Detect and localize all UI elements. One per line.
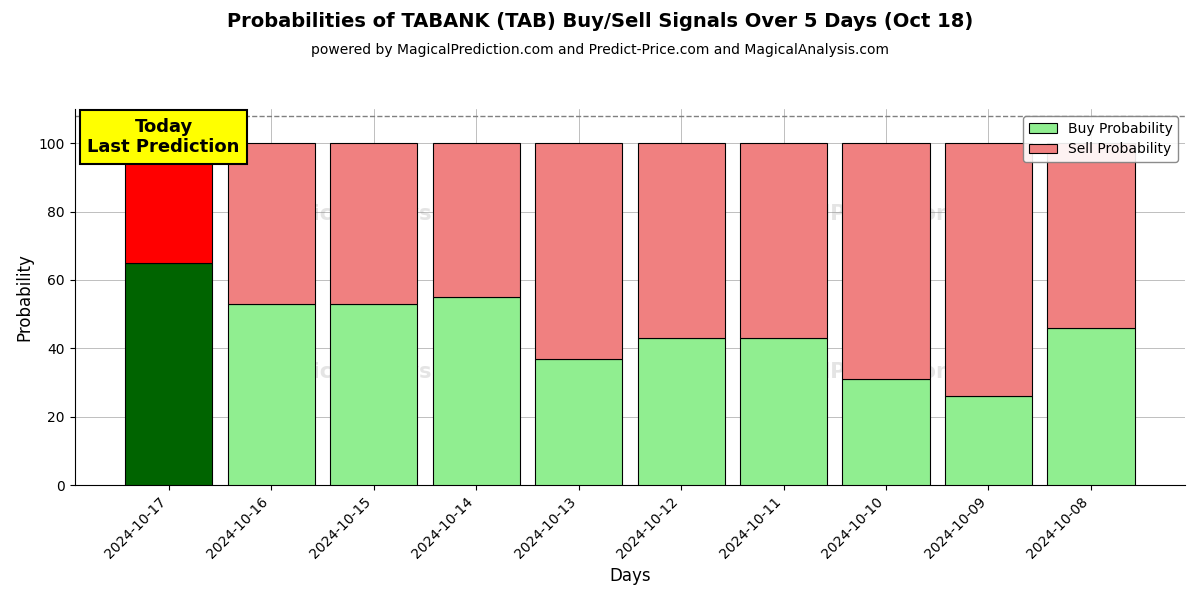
Bar <box>1048 328 1134 485</box>
Text: Probabilities of TABANK (TAB) Buy/Sell Signals Over 5 Days (Oct 18): Probabilities of TABANK (TAB) Buy/Sell S… <box>227 12 973 31</box>
Bar <box>842 379 930 485</box>
Bar <box>432 143 520 297</box>
Bar <box>637 338 725 485</box>
Bar <box>228 143 314 304</box>
Bar <box>637 143 725 338</box>
Bar <box>535 143 622 359</box>
Bar <box>944 396 1032 485</box>
Bar <box>330 304 418 485</box>
Text: Today
Last Prediction: Today Last Prediction <box>88 118 240 157</box>
Text: powered by MagicalPrediction.com and Predict-Price.com and MagicalAnalysis.com: powered by MagicalPrediction.com and Pre… <box>311 43 889 57</box>
Bar <box>535 359 622 485</box>
Bar <box>125 263 212 485</box>
Bar <box>740 143 827 338</box>
Bar <box>432 297 520 485</box>
Bar <box>330 143 418 304</box>
Legend: Buy Probability, Sell Probability: Buy Probability, Sell Probability <box>1024 116 1178 162</box>
Text: MagicalPrediction.com: MagicalPrediction.com <box>740 205 1008 224</box>
Text: MagicalPrediction.com: MagicalPrediction.com <box>740 362 1008 382</box>
X-axis label: Days: Days <box>610 567 650 585</box>
Bar <box>125 143 212 263</box>
Bar <box>842 143 930 379</box>
Text: MagicalAnalysis.com: MagicalAnalysis.com <box>263 362 508 382</box>
Y-axis label: Probability: Probability <box>16 253 34 341</box>
Bar <box>228 304 314 485</box>
Text: MagicalAnalysis.com: MagicalAnalysis.com <box>263 205 508 224</box>
Bar <box>1048 143 1134 328</box>
Bar <box>740 338 827 485</box>
Bar <box>944 143 1032 396</box>
